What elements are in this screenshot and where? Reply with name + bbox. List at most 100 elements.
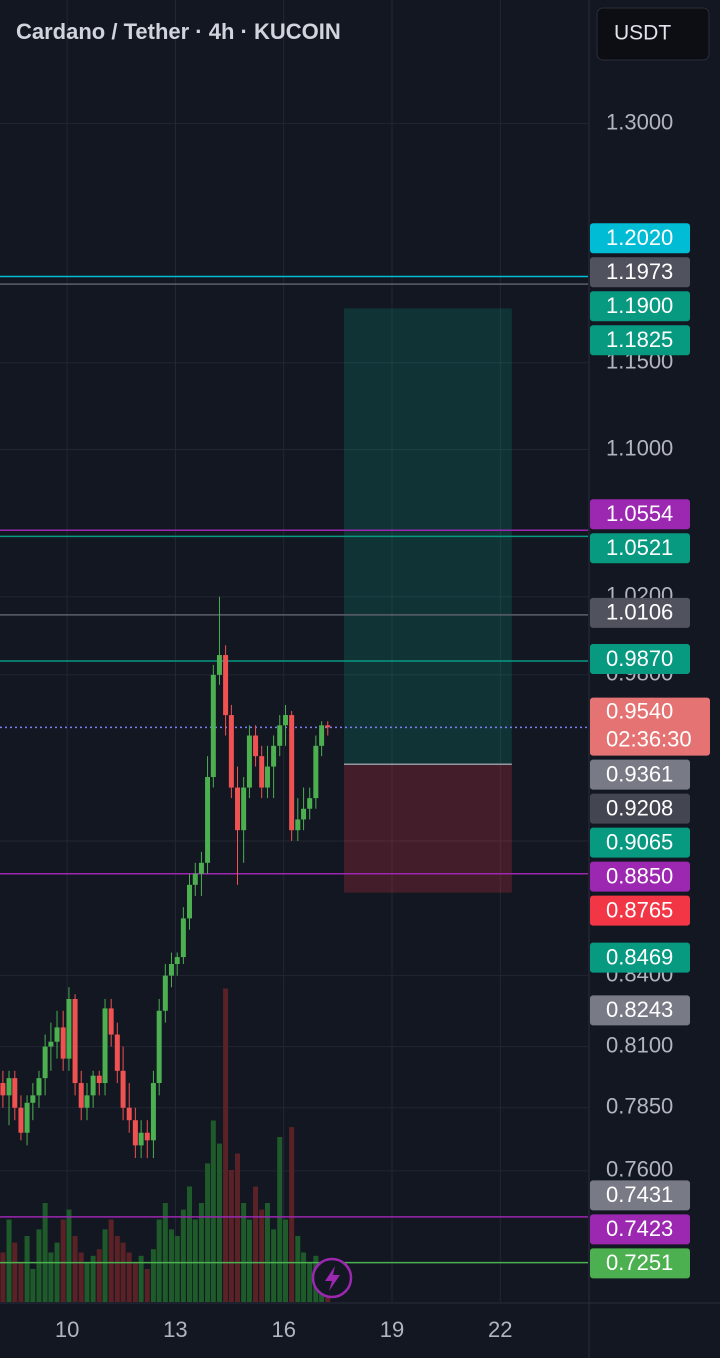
candle-body <box>150 1083 156 1141</box>
volume-bar <box>54 1242 60 1302</box>
volume-bar <box>174 1236 180 1302</box>
price-badge-label: 1.0106 <box>606 600 673 625</box>
price-line-layer <box>0 275 588 1264</box>
price-badge <box>590 1180 690 1211</box>
candle-body <box>301 808 307 820</box>
volume-bar <box>90 1255 96 1302</box>
candle-body <box>307 798 313 809</box>
volume-bar <box>132 1262 138 1302</box>
price-badge <box>590 1248 690 1279</box>
candle-body <box>235 787 241 831</box>
volume-bar <box>205 1163 211 1302</box>
volume-bar <box>295 1236 301 1302</box>
volume-bar <box>246 1219 252 1302</box>
y-tick-label: 1.1000 <box>606 435 673 460</box>
chart-title: Cardano / Tether · 4h · KUCOIN <box>16 19 341 44</box>
volume-bar <box>198 1203 204 1302</box>
candle-body <box>168 964 174 976</box>
volume-bar <box>283 1219 289 1302</box>
candle-body <box>246 735 252 788</box>
volume-bar <box>162 1203 168 1302</box>
loss-zone <box>343 764 512 893</box>
x-tick-label: 10 <box>55 1317 79 1342</box>
x-tick-label: 16 <box>271 1317 295 1342</box>
candle-body <box>313 745 319 799</box>
price-badge-label: 0.9540 <box>606 698 673 723</box>
volume-bar <box>301 1252 307 1302</box>
price-badge <box>590 291 690 322</box>
volume-bar <box>114 1236 120 1302</box>
candle-body <box>78 1083 84 1108</box>
candle-body <box>60 1027 66 1059</box>
volume-bar <box>42 1203 48 1302</box>
volume-bar <box>187 1186 193 1302</box>
volume-bar <box>210 1120 216 1302</box>
volume-bar <box>228 1170 234 1302</box>
candle-body <box>96 1075 102 1084</box>
price-badge <box>590 257 690 288</box>
volume-bar <box>216 1143 222 1302</box>
volume-bar <box>180 1209 186 1302</box>
price-badge <box>590 1214 690 1245</box>
volume-bar <box>264 1203 270 1302</box>
candle-body <box>223 655 229 716</box>
volume-bar <box>289 1127 295 1302</box>
candle-body <box>18 1107 24 1133</box>
candle-body <box>319 725 325 746</box>
candle-body <box>126 1107 132 1121</box>
price-badge <box>590 895 690 926</box>
y-tick-label: 1.3000 <box>606 109 673 134</box>
price-badge-label: 1.2020 <box>606 225 673 250</box>
price-badge <box>590 499 690 530</box>
currency-button-label[interactable]: USDT <box>614 22 671 45</box>
candle-body <box>114 1034 120 1071</box>
volume-bar <box>66 1209 72 1302</box>
price-badge-label: 0.8469 <box>606 944 673 969</box>
price-badge-label: 1.1973 <box>606 259 673 284</box>
candle-body <box>108 1008 114 1035</box>
lightning-icon[interactable] <box>325 1266 340 1291</box>
x-tick-label: 13 <box>163 1317 187 1342</box>
price-badge-label: 0.8765 <box>606 897 673 922</box>
candle-body <box>90 1075 96 1096</box>
price-badge-label: 0.7251 <box>606 1250 673 1275</box>
volume-bar <box>144 1269 150 1302</box>
candle-body <box>216 655 222 675</box>
candle-body <box>144 1132 150 1141</box>
candle-body <box>102 1008 108 1084</box>
countdown-label: 02:36:30 <box>606 726 692 751</box>
candle-body <box>264 766 270 788</box>
candle-body <box>289 715 295 831</box>
volume-bar <box>277 1137 283 1302</box>
volume-bar <box>253 1186 259 1302</box>
x-tick-label: 19 <box>380 1317 404 1342</box>
y-tick-label: 0.7600 <box>606 1157 673 1182</box>
candle-body <box>72 998 78 1084</box>
candle-body <box>174 957 180 965</box>
candle-body <box>283 715 289 726</box>
candle-body <box>198 862 204 874</box>
price-badge <box>590 643 690 674</box>
candle-body <box>30 1095 36 1103</box>
price-badge <box>590 597 690 628</box>
candle-body <box>42 1046 48 1079</box>
candle-body <box>84 1095 90 1108</box>
volume-bar <box>307 1262 313 1302</box>
volume-bar <box>78 1252 84 1302</box>
volume-bar <box>18 1262 24 1302</box>
currency-button[interactable] <box>596 7 710 61</box>
price-badge <box>590 697 710 756</box>
volume-bar <box>138 1255 144 1302</box>
volume-bar <box>60 1219 66 1302</box>
candle-body <box>180 918 186 958</box>
candle-body <box>138 1132 144 1146</box>
candle-body <box>36 1078 42 1096</box>
lightning-button[interactable] <box>311 1257 353 1299</box>
volume-bar <box>108 1219 114 1302</box>
candle-body <box>325 725 331 728</box>
y-tick-label: 0.8100 <box>606 1032 673 1057</box>
price-badge-label: 0.7423 <box>606 1216 673 1241</box>
price-badge <box>590 223 690 254</box>
